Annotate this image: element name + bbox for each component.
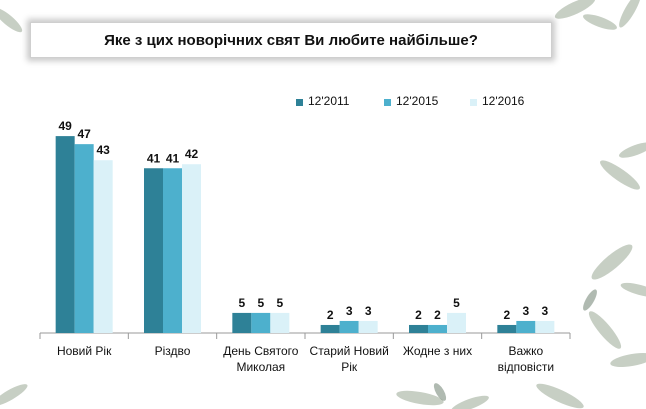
category-label: День Святого Миколая bbox=[223, 344, 299, 374]
bar bbox=[358, 320, 378, 333]
bar bbox=[55, 136, 75, 333]
category-label: Жодне з них bbox=[403, 344, 472, 358]
data-label: 42 bbox=[185, 147, 199, 161]
data-label: 3 bbox=[346, 304, 353, 318]
data-label: 49 bbox=[58, 119, 72, 133]
legend-swatch bbox=[296, 99, 303, 106]
bar bbox=[428, 324, 447, 333]
bar bbox=[447, 312, 466, 333]
bar bbox=[232, 312, 252, 333]
legend-label: 12'2015 bbox=[396, 94, 439, 108]
bar bbox=[270, 312, 290, 333]
data-label: 47 bbox=[77, 127, 91, 141]
legend-swatch bbox=[384, 99, 391, 106]
category-label: Старий Новий Рік bbox=[310, 344, 389, 374]
data-label: 5 bbox=[238, 296, 245, 310]
bar bbox=[163, 168, 182, 333]
bar bbox=[497, 324, 517, 333]
bar bbox=[74, 144, 94, 333]
data-label: 2 bbox=[434, 308, 441, 322]
legend-swatch bbox=[470, 99, 477, 106]
bar bbox=[182, 164, 201, 333]
data-label: 43 bbox=[96, 143, 110, 157]
data-label: 41 bbox=[166, 151, 180, 165]
data-label: 2 bbox=[327, 308, 334, 322]
data-label: 3 bbox=[522, 304, 529, 318]
bar bbox=[320, 324, 340, 333]
data-label: 2 bbox=[503, 308, 510, 322]
data-label: 2 bbox=[415, 308, 422, 322]
data-label: 5 bbox=[453, 296, 460, 310]
chart-title: Яке з цих новорічних свят Ви любите найб… bbox=[30, 22, 552, 58]
category-label: Різдво bbox=[155, 344, 191, 358]
bar bbox=[339, 320, 359, 333]
data-label: 5 bbox=[276, 296, 283, 310]
category-label: Важко відповісти bbox=[498, 344, 554, 374]
category-label: Новий Рік bbox=[57, 344, 112, 358]
bar bbox=[93, 160, 113, 333]
bar bbox=[409, 324, 428, 333]
data-label: 3 bbox=[541, 304, 548, 318]
bar bbox=[535, 320, 555, 333]
data-label: 5 bbox=[257, 296, 264, 310]
legend-label: 12'2011 bbox=[308, 94, 350, 108]
data-label: 41 bbox=[147, 151, 161, 165]
data-label: 3 bbox=[365, 304, 372, 318]
bar bbox=[516, 320, 536, 333]
bar bbox=[144, 168, 163, 333]
legend-label: 12'2016 bbox=[482, 94, 525, 108]
bar bbox=[251, 312, 271, 333]
